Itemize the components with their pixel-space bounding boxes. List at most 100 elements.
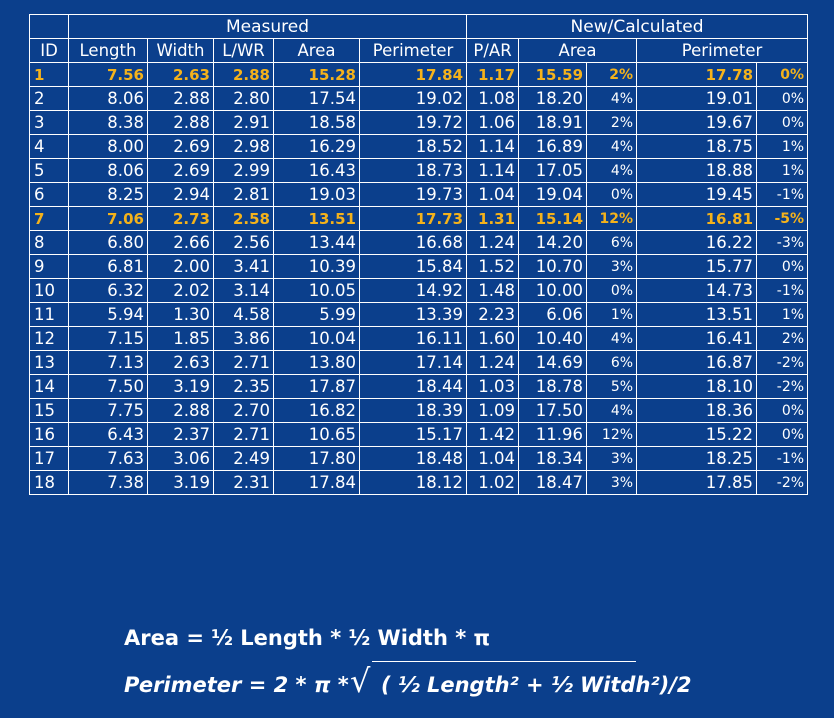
cell-area: 17.87 [273, 374, 360, 399]
cell-new-area: 18.47 [518, 470, 588, 495]
cell-new-area: 10.00 [518, 278, 588, 303]
cell-area: 18.58 [273, 110, 360, 135]
cell-perimeter-diff: -2% [756, 470, 809, 495]
cell-id: 7 [29, 206, 69, 231]
cell-perimeter-diff: 1% [756, 158, 809, 183]
cell-lwr: 2.71 [213, 422, 274, 447]
cell-width: 2.02 [147, 278, 214, 303]
cell-perimeter: 17.14 [358, 350, 468, 375]
cell-area-diff: 3% [586, 470, 638, 495]
cell-id: 6 [29, 182, 69, 207]
cell-par: 1.60 [466, 326, 520, 351]
cell-area-diff: 2% [586, 110, 638, 135]
cell-area: 19.03 [273, 182, 360, 207]
cell-perimeter-diff: 1% [756, 302, 809, 327]
cell-id: 4 [29, 134, 69, 159]
cell-area: 10.04 [273, 326, 360, 351]
cell-new-perimeter: 18.10 [636, 374, 758, 399]
cell-perimeter: 18.48 [358, 446, 468, 471]
cell-lwr: 2.70 [213, 398, 274, 423]
cell-width: 2.73 [147, 206, 214, 231]
cell-length: 7.06 [68, 206, 148, 231]
cell-new-perimeter: 15.22 [636, 422, 758, 447]
cell-id: 5 [29, 158, 69, 183]
cell-new-perimeter: 16.81 [636, 206, 758, 231]
cell-area: 16.82 [273, 398, 360, 423]
table-row: 13 7.13 2.63 2.71 13.80 17.14 1.24 14.69 6% 16.87… [29, 350, 809, 375]
cell-new-perimeter: 18.88 [636, 158, 758, 183]
area-formula: Area = ½ Length * ½ Width * π [124, 626, 491, 650]
cell-area: 17.54 [273, 86, 360, 111]
cell-par: 1.04 [466, 182, 520, 207]
cell-perimeter: 15.84 [358, 254, 468, 279]
cell-par: 1.17 [466, 62, 520, 87]
cell-area: 16.29 [273, 134, 360, 159]
cell-perimeter-diff: 0% [756, 86, 809, 111]
cell-length: 8.38 [68, 110, 148, 135]
cell-width: 2.88 [147, 398, 214, 423]
cell-lwr: 3.86 [213, 326, 274, 351]
cell-area-diff: 5% [586, 374, 638, 399]
cell-area-diff: 4% [586, 398, 638, 423]
cell-id: 1 [29, 62, 69, 87]
cell-id: 12 [29, 326, 69, 351]
cell-lwr: 2.35 [213, 374, 274, 399]
cell-area-diff: 1% [586, 302, 638, 327]
cell-new-perimeter: 16.22 [636, 230, 758, 255]
cell-width: 3.19 [147, 470, 214, 495]
cell-perimeter: 18.12 [358, 470, 468, 495]
cell-perimeter: 18.44 [358, 374, 468, 399]
cell-new-area: 17.05 [518, 158, 588, 183]
measurements-table: Measured New/Calculated ID Length Width … [29, 14, 809, 495]
header-length: Length [68, 38, 148, 63]
cell-perimeter: 19.72 [358, 110, 468, 135]
cell-lwr: 2.91 [213, 110, 274, 135]
cell-perimeter: 17.73 [358, 206, 468, 231]
cell-area: 13.80 [273, 350, 360, 375]
header-perimeter: Perimeter [358, 38, 468, 63]
cell-id: 15 [29, 398, 69, 423]
header-id: ID [29, 38, 69, 63]
cell-new-area: 18.78 [518, 374, 588, 399]
cell-length: 7.38 [68, 470, 148, 495]
cell-area-diff: 12% [586, 422, 638, 447]
table-row: 5 8.06 2.69 2.99 16.43 18.73 1.14 17.05 4% 18.88 1… [29, 158, 809, 183]
cell-length: 7.15 [68, 326, 148, 351]
cell-width: 3.06 [147, 446, 214, 471]
cell-new-area: 18.91 [518, 110, 588, 135]
cell-area-diff: 3% [586, 254, 638, 279]
cell-perimeter: 18.73 [358, 158, 468, 183]
cell-length: 6.80 [68, 230, 148, 255]
cell-perimeter-diff: 0% [756, 62, 809, 87]
cell-lwr: 2.56 [213, 230, 274, 255]
cell-perimeter-diff: 0% [756, 110, 809, 135]
cell-new-perimeter: 19.45 [636, 182, 758, 207]
cell-perimeter: 16.11 [358, 326, 468, 351]
cell-area-diff: 3% [586, 446, 638, 471]
table-row: 10 6.32 2.02 3.14 10.05 14.92 1.48 10.00 0% 14.73… [29, 278, 809, 303]
cell-perimeter-diff: 0% [756, 254, 809, 279]
cell-new-area: 10.70 [518, 254, 588, 279]
cell-id: 2 [29, 86, 69, 111]
cell-area-diff: 6% [586, 230, 638, 255]
cell-lwr: 2.81 [213, 182, 274, 207]
cell-new-perimeter: 15.77 [636, 254, 758, 279]
table-row: 8 6.80 2.66 2.56 13.44 16.68 1.24 14.20 6% 16.22-… [29, 230, 809, 255]
cell-par: 1.14 [466, 158, 520, 183]
cell-par: 1.24 [466, 230, 520, 255]
cell-perimeter: 18.52 [358, 134, 468, 159]
cell-area: 10.39 [273, 254, 360, 279]
table-row: 14 7.50 3.19 2.35 17.87 18.44 1.03 18.78 5% 18.10… [29, 374, 809, 399]
table-row: 7 7.06 2.73 2.58 13.51 17.73 1.31 15.14 12% 16.81… [29, 206, 809, 231]
cell-par: 1.02 [466, 470, 520, 495]
cell-par: 1.52 [466, 254, 520, 279]
table-row: 18 7.38 3.19 2.31 17.84 18.12 1.02 18.47 3% 17.85… [29, 470, 809, 495]
cell-par: 1.04 [466, 446, 520, 471]
cell-length: 5.94 [68, 302, 148, 327]
perimeter-formula-radicand: ( ½ Length² + ½ Witdh²)/2 [381, 673, 692, 697]
cell-par: 1.06 [466, 110, 520, 135]
cell-id: 17 [29, 446, 69, 471]
cell-new-area: 14.69 [518, 350, 588, 375]
cell-par: 1.09 [466, 398, 520, 423]
cell-id: 14 [29, 374, 69, 399]
